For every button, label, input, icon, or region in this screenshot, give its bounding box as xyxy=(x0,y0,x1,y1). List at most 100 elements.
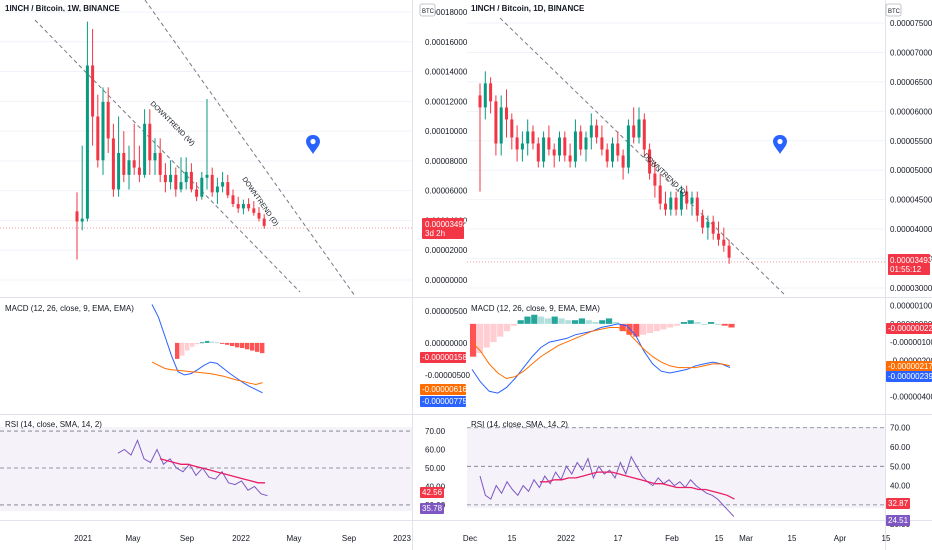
macd-histogram-bar xyxy=(599,320,606,324)
rsi-value-tag xyxy=(420,503,444,514)
weekly-price-grid xyxy=(0,11,412,281)
time-axis-tick: 2023 xyxy=(393,534,411,543)
candle-body xyxy=(143,123,147,175)
price-axis-tick: 0.00002000 xyxy=(425,246,468,255)
candle-body xyxy=(605,149,609,162)
candle-body xyxy=(184,171,188,183)
macd-histogram-bar xyxy=(185,342,190,351)
macd-histogram-bar xyxy=(205,340,210,343)
candle-body xyxy=(106,101,110,139)
daily-chart-title: 1INCH / Bitcoin, 1D, BINANCE xyxy=(471,4,585,13)
price-axis-tick: 0.00010000 xyxy=(425,127,468,136)
rsi-axis-tick: 40.00 xyxy=(425,482,446,491)
weekly-location-pin-icon[interactable] xyxy=(306,135,320,154)
macd-value-tag xyxy=(886,361,932,372)
macd-axis-tick: -0.00000400 xyxy=(890,393,932,402)
candle-body xyxy=(127,160,131,175)
macd-value-tag-text: -0.00000616 xyxy=(422,385,467,394)
candle-body xyxy=(695,197,699,216)
candle-body xyxy=(658,185,662,204)
weekly-downtrend-line-d xyxy=(144,0,356,297)
daily-price-tag-value: 0.00003493 xyxy=(890,256,932,265)
macd-histogram-bar xyxy=(714,323,721,325)
macd-histogram-bar xyxy=(531,314,538,324)
candle-body xyxy=(706,221,710,228)
macd-histogram-bar xyxy=(660,323,667,330)
macd-axis-tick: -0.00000500 xyxy=(425,371,470,380)
candle-body xyxy=(669,197,673,210)
price-axis-tick: 0.00005500 xyxy=(890,137,932,146)
macd-histogram-bar xyxy=(633,323,640,337)
candle-body xyxy=(510,119,514,138)
candle-body xyxy=(499,107,503,144)
daily-location-pin-icon[interactable] xyxy=(773,135,787,154)
candle-body xyxy=(563,137,567,156)
candle-body xyxy=(101,101,105,161)
macd-axis-tick: 0.00000500 xyxy=(425,307,468,316)
macd-value-tag xyxy=(420,352,466,363)
macd-value-tag-text: -0.00000775 xyxy=(422,397,467,406)
candle-body xyxy=(637,119,641,138)
candle-body xyxy=(221,182,225,187)
candle-body xyxy=(117,152,121,190)
rsi-value-tag-text: 24.51 xyxy=(888,516,909,525)
macd-histogram-bar xyxy=(175,342,180,359)
price-axis-tick: 0.00012000 xyxy=(425,97,468,106)
candle-body xyxy=(85,65,89,219)
candle-body xyxy=(579,131,583,150)
daily-signal-line xyxy=(471,327,731,380)
candle-body xyxy=(515,137,519,150)
daily-rsi-tags: 32.87 24.51 xyxy=(886,498,910,526)
macd-value-tag xyxy=(420,384,466,395)
macd-histogram-bar xyxy=(626,323,633,335)
weekly-chart-title: 1INCH / Bitcoin, 1W, BINANCE xyxy=(5,4,120,13)
macd-histogram-bar xyxy=(646,323,653,333)
macd-histogram-bar xyxy=(728,323,735,328)
macd-histogram-bar xyxy=(210,341,215,343)
rsi-axis-tick: 50.00 xyxy=(890,462,911,471)
candle-body xyxy=(174,174,178,190)
daily-price-tag xyxy=(888,254,930,275)
weekly-price-axis: 0.00018000 0.00016000 0.00014000 0.00012000… xyxy=(425,8,468,285)
macd-value-tag-text: -0.00000158 xyxy=(422,353,467,362)
price-axis-tick: 0.00006500 xyxy=(890,78,932,87)
candle-body xyxy=(552,149,556,156)
weekly-rsi-panel: RSI (14, close, SMA, 14, 2) 70.00 60.00 50… xyxy=(0,420,446,514)
macd-value-tag xyxy=(886,323,932,334)
candle-body xyxy=(642,119,646,150)
macd-histogram-bar xyxy=(674,323,681,326)
macd-histogram-bar xyxy=(544,318,551,324)
candle-body xyxy=(210,174,214,193)
rsi-axis-tick: 50.00 xyxy=(425,464,446,473)
time-axis-tick: 2022 xyxy=(232,534,250,543)
rsi-value-tag-text: 35.78 xyxy=(422,504,443,513)
candle-body xyxy=(611,143,614,162)
rsi-axis-tick: 60.00 xyxy=(890,443,911,452)
macd-histogram-bar xyxy=(470,323,477,357)
price-axis-tick: 0.00006000 xyxy=(425,187,468,196)
macd-histogram-bar xyxy=(240,342,245,348)
candle-body xyxy=(483,83,487,108)
macd-value-tag xyxy=(886,371,932,382)
candle-body xyxy=(505,107,508,120)
daily-price-grid xyxy=(467,22,885,289)
candle-body xyxy=(536,143,540,162)
price-axis-tick: 0.00014000 xyxy=(425,68,468,77)
macd-histogram-bar xyxy=(585,320,592,324)
candle-body xyxy=(169,174,173,183)
macd-histogram-bar xyxy=(619,323,626,332)
macd-histogram-bar xyxy=(538,316,545,324)
macd-histogram-bar xyxy=(483,323,490,348)
macd-histogram-bar xyxy=(558,318,565,324)
weekly-macd-title: MACD (12, 26, close, 9, EMA, EMA) xyxy=(5,304,134,313)
candle-body xyxy=(531,131,535,144)
candle-body xyxy=(701,215,705,228)
daily-rsi-panel: RSI (14, close, SMA, 14, 2) 70.00 60.00 50… xyxy=(467,420,911,529)
rsi-value-tag xyxy=(886,498,910,509)
macd-histogram-bar xyxy=(200,342,205,344)
macd-histogram-bar xyxy=(235,342,240,348)
candle-body xyxy=(679,191,683,210)
candle-body xyxy=(148,123,152,161)
candle-body xyxy=(520,143,524,150)
